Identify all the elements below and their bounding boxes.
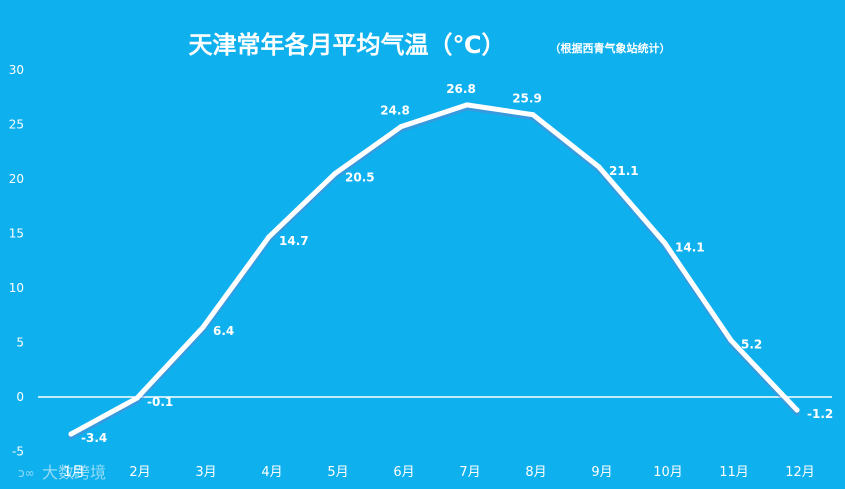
x-tick-label: 8月 xyxy=(525,465,546,480)
y-tick-label: 20 xyxy=(9,172,24,186)
data-point xyxy=(794,407,800,413)
data-label: -1.2 xyxy=(807,407,833,421)
data-point xyxy=(596,164,602,170)
watermark-text: 大数跨境 xyxy=(42,463,106,482)
y-tick-label: 15 xyxy=(9,227,24,241)
plot-area: -5 0 5 10 15 20 25 30 -3.4 -0.1 6.4 14.7 20.5 24.8 26.… xyxy=(9,63,834,480)
y-tick-label: 10 xyxy=(9,281,24,295)
x-tick-label: 4月 xyxy=(261,465,282,480)
data-point xyxy=(68,431,74,437)
data-point xyxy=(332,171,338,177)
data-point xyxy=(200,324,206,330)
data-label: 20.5 xyxy=(345,171,375,185)
x-tick-label: 7月 xyxy=(459,465,480,480)
x-tick-label: 6月 xyxy=(393,465,414,480)
series-line-shadow xyxy=(68,105,800,440)
x-tick-label: 12月 xyxy=(785,465,815,480)
data-label: 14.7 xyxy=(279,234,309,248)
chart-subtitle: （根据西青气象站统计） xyxy=(550,41,671,55)
y-tick-label: 5 xyxy=(16,336,24,350)
data-point xyxy=(266,234,272,240)
watermark-logo-icon: ↄ∞ xyxy=(18,466,35,480)
data-point xyxy=(728,337,734,343)
data-point xyxy=(134,395,140,401)
data-label: 5.2 xyxy=(741,337,762,351)
data-label: 25.9 xyxy=(512,92,542,106)
x-tick-label: 11月 xyxy=(719,465,749,480)
data-point xyxy=(464,102,470,108)
x-tick-label: 5月 xyxy=(327,465,348,480)
data-point xyxy=(398,124,404,130)
data-label: 6.4 xyxy=(213,324,234,338)
y-tick-label: 25 xyxy=(9,118,24,132)
data-label: 14.1 xyxy=(675,240,705,254)
data-label: 21.1 xyxy=(609,164,639,178)
y-tick-label: -5 xyxy=(12,445,24,459)
data-point xyxy=(530,112,536,118)
x-tick-label: 9月 xyxy=(591,465,612,480)
data-label: 24.8 xyxy=(380,104,410,118)
chart-title: 天津常年各月平均气温（℃） xyxy=(188,31,505,59)
x-tick-label: 10月 xyxy=(653,465,683,480)
y-tick-label: 30 xyxy=(9,63,24,77)
data-point xyxy=(662,240,668,246)
series-line xyxy=(68,102,800,437)
x-tick-label: 1月 xyxy=(63,465,84,480)
y-tick-label: 0 xyxy=(16,390,24,404)
data-label: -0.1 xyxy=(147,395,173,409)
x-tick-label: 3月 xyxy=(195,465,216,480)
data-label: -3.4 xyxy=(81,431,107,445)
data-label: 26.8 xyxy=(446,82,476,96)
x-tick-label: 2月 xyxy=(129,465,150,480)
